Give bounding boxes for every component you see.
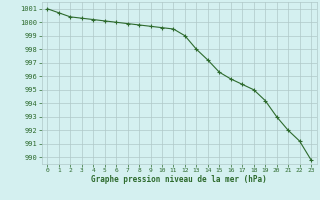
X-axis label: Graphe pression niveau de la mer (hPa): Graphe pression niveau de la mer (hPa) xyxy=(91,175,267,184)
